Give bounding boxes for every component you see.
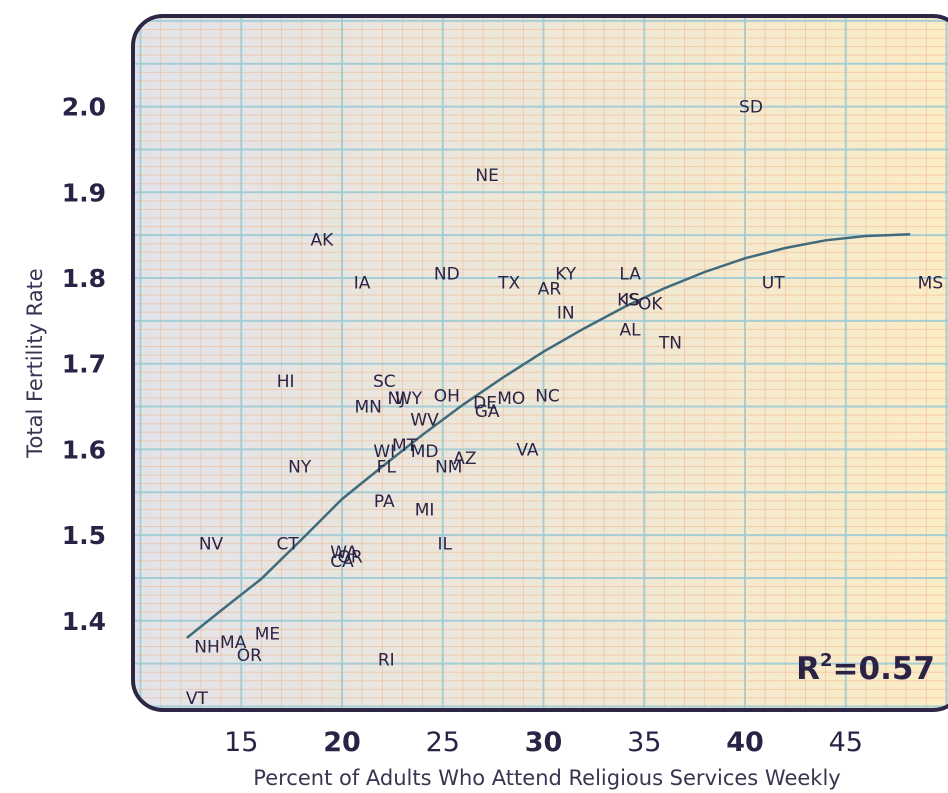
point-label-mt: MT <box>392 436 418 456</box>
x-tick-label: 20 <box>323 727 361 758</box>
x-axis-title: Percent of Adults Who Attend Religious S… <box>253 766 840 790</box>
point-label-nm: NM <box>435 458 462 478</box>
point-label-ks: KS <box>617 290 639 310</box>
point-label-or: OR <box>237 646 262 666</box>
point-label-fl: FL <box>377 458 397 478</box>
plot-border <box>131 14 948 712</box>
y-tick-label: 1.4 <box>62 607 106 636</box>
point-label-vt: VT <box>186 689 209 709</box>
x-tick-label: 45 <box>829 727 863 758</box>
plot-frame <box>131 14 948 712</box>
point-label-nd: ND <box>434 265 460 285</box>
point-label-tn: TN <box>658 333 682 353</box>
point-label-sc: SC <box>373 372 396 392</box>
point-label-nj: NJ <box>388 389 406 409</box>
point-label-va: VA <box>516 440 539 460</box>
y-tick-label: 1.6 <box>62 435 106 464</box>
point-label-tx: TX <box>497 273 520 293</box>
r2-sup: 2 <box>820 650 833 671</box>
r2-base: R <box>796 651 820 687</box>
point-label-me: ME <box>255 625 280 645</box>
point-label-ar: AR <box>538 279 562 299</box>
x-tick-label: 40 <box>726 727 764 758</box>
point-label-ri: RI <box>378 650 395 670</box>
point-label-mn: MN <box>355 398 382 418</box>
y-tick-label: 2.0 <box>62 93 106 122</box>
point-label-ok: OK <box>638 295 663 315</box>
x-tick-label: 30 <box>525 727 563 758</box>
x-tick-label: 25 <box>426 727 460 758</box>
x-axis-ticks: 15 20 25 30 35 40 45 <box>224 727 863 758</box>
r-squared-annotation: R2=0.57 <box>796 650 935 687</box>
grid <box>133 16 948 710</box>
point-label-az: AZ <box>453 449 476 469</box>
x-tick-label: 35 <box>627 727 661 758</box>
point-label-ca: CA <box>330 552 354 572</box>
point-label-in: IN <box>557 303 575 323</box>
y-tick-label: 1.5 <box>62 521 106 550</box>
point-label-ky: KY <box>555 265 577 285</box>
point-label-wi: WI <box>373 442 395 462</box>
point-label-il: IL <box>438 535 453 555</box>
point-label-ne: NE <box>475 166 498 186</box>
y-tick-label: 1.8 <box>62 264 106 293</box>
point-label-wy: WY <box>395 389 423 409</box>
point-label-ms: MS <box>918 273 943 293</box>
point-label-hi: HI <box>277 372 295 392</box>
point-label-la: LA <box>619 265 641 285</box>
point-label-ct: CT <box>276 535 299 555</box>
y-axis-title: Total Fertility Rate <box>23 268 47 458</box>
point-label-ut: UT <box>762 273 785 293</box>
point-label-nh: NH <box>194 638 220 658</box>
point-label-wa: WA <box>330 543 358 563</box>
point-label-or2: OR <box>337 548 362 568</box>
x-tick-label: 15 <box>224 727 258 758</box>
point-label-ak: AK <box>311 230 335 250</box>
y-tick-label: 1.7 <box>62 350 106 379</box>
point-label-wv: WV <box>410 410 439 430</box>
point-label-ga: GA <box>475 402 500 422</box>
point-label-nv: NV <box>199 535 224 555</box>
y-axis-ticks: 1.4 1.5 1.6 1.7 1.8 1.9 2.0 <box>62 93 106 636</box>
point-label-ny: NY <box>288 458 312 478</box>
point-label-pa: PA <box>374 492 395 512</box>
point-label-ma: MA <box>220 633 247 653</box>
r2-rest: =0.57 <box>833 651 935 687</box>
point-label-al: AL <box>620 320 642 340</box>
point-label-ia: IA <box>354 273 371 293</box>
point-label-is: IS <box>624 290 640 310</box>
point-label-md: MD <box>411 442 439 462</box>
trendline-path <box>186 233 911 639</box>
point-label-nc: NC <box>535 386 560 406</box>
point-label-sd: SD <box>739 98 763 118</box>
point-label-mi: MI <box>415 500 435 520</box>
point-label-oh: OH <box>434 386 460 406</box>
trendline <box>186 233 911 639</box>
y-tick-label: 1.9 <box>62 178 106 207</box>
point-label-de: DE <box>473 393 497 413</box>
point-label-mo: MO <box>497 389 525 409</box>
